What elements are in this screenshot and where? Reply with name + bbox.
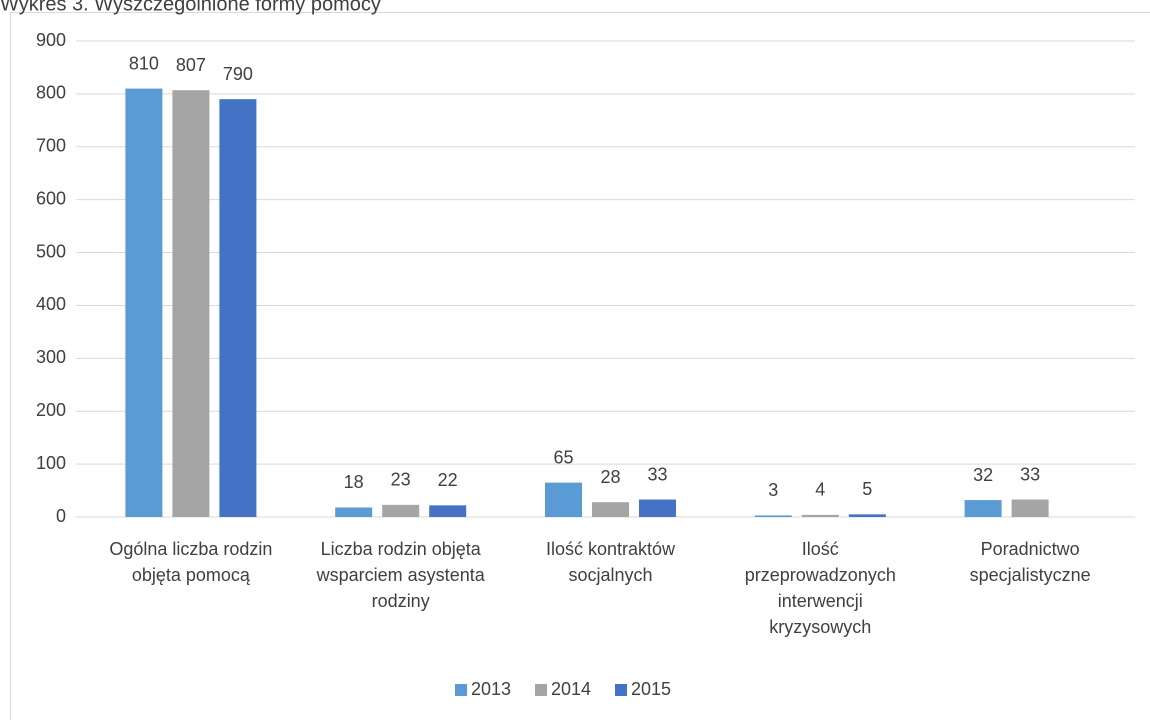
bar — [335, 507, 373, 517]
data-label: 23 — [391, 470, 411, 490]
bar — [545, 482, 582, 517]
bar — [382, 504, 420, 517]
bar — [848, 514, 886, 517]
data-label: 22 — [438, 470, 458, 490]
data-label: 28 — [600, 467, 620, 487]
data-label: 810 — [129, 53, 159, 73]
x-tick-label: Liczba rodzin objęta wsparciem asystenta r… — [316, 539, 486, 611]
y-tick-label: 800 — [36, 83, 66, 103]
data-label: 4 — [815, 480, 825, 500]
data-label: 65 — [553, 447, 573, 467]
legend-label: 2015 — [631, 679, 671, 699]
bar — [125, 88, 163, 517]
data-label: 807 — [176, 55, 206, 75]
y-tick-label: 600 — [36, 188, 66, 208]
bar — [172, 90, 210, 517]
chart-title: Wykres 3. Wyszczególnione formy pomocy — [0, 0, 381, 15]
bar — [964, 500, 1002, 517]
bar — [801, 514, 839, 517]
data-label: 3 — [768, 480, 778, 500]
y-tick-label: 700 — [36, 136, 66, 156]
legend-swatch — [615, 684, 627, 696]
bar — [754, 515, 792, 517]
data-label: 33 — [1020, 464, 1040, 484]
legend-label: 2014 — [551, 679, 591, 699]
legend-label: 2013 — [471, 679, 511, 699]
y-tick-label: 200 — [36, 400, 66, 420]
legend-swatch — [535, 684, 547, 696]
bar — [592, 502, 629, 517]
data-label: 790 — [223, 64, 253, 84]
x-tick-label: Ilość kontraktów socjalnych — [546, 539, 676, 585]
data-label: 5 — [862, 479, 872, 499]
legend-swatch — [455, 684, 467, 696]
y-tick-label: 0 — [56, 506, 66, 526]
y-tick-label: 100 — [36, 453, 66, 473]
y-tick-label: 500 — [36, 241, 66, 261]
x-tick-label: Ogólna liczba rodzin objęta pomocą — [109, 539, 272, 585]
y-tick-label: 900 — [36, 30, 66, 50]
y-tick-label: 400 — [36, 294, 66, 314]
data-label: 18 — [344, 472, 364, 492]
y-tick-label: 300 — [36, 347, 66, 367]
bar — [1011, 499, 1049, 517]
bar — [219, 99, 257, 517]
data-label: 33 — [647, 464, 667, 484]
x-tick-label: Poradnictwo specjalistyczne — [970, 539, 1091, 585]
bar — [429, 505, 467, 517]
bar — [639, 499, 676, 517]
data-label: 32 — [973, 465, 993, 485]
x-tick-label: Ilość przeprowadzonych interwencji kryzysow… — [745, 539, 896, 637]
